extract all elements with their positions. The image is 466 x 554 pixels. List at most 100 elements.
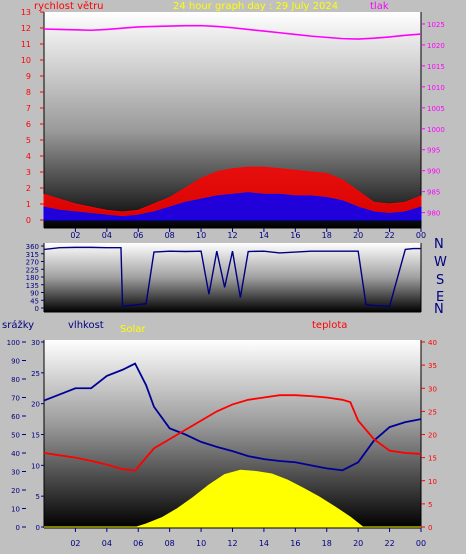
rain-label: srážky — [2, 320, 35, 331]
bottom-x-tick-label: 02 — [70, 539, 80, 548]
wind-y-tick-label: 5 — [26, 136, 31, 145]
wind-x-tick-label: 16 — [290, 231, 300, 240]
wind-y-tick-label: 3 — [26, 168, 31, 177]
rain-y-tick-label: 80 — [11, 376, 20, 384]
bottom-x-tick-label: 12 — [227, 539, 237, 548]
wind-y-tick-label: 7 — [26, 104, 31, 113]
rain-y-tick-label: 70 — [11, 395, 20, 403]
temperature-y-tick-label: 35 — [428, 362, 437, 370]
chart-title: 24 hour graph day : 29 July 2024 — [173, 1, 339, 12]
pressure-y-tick-label: 990 — [427, 168, 440, 176]
direction-y-tick-label: 180 — [26, 274, 39, 282]
direction-y-tick-label: 270 — [26, 259, 39, 267]
direction-y-tick-label: 45 — [30, 297, 39, 305]
rain-y-tick-label: 50 — [11, 432, 20, 440]
temperature-y-tick-label: 0 — [428, 524, 432, 532]
pressure-y-tick-label: 1005 — [427, 105, 445, 113]
rain-y-tick-label: 60 — [11, 413, 20, 421]
compass-w: W — [434, 255, 447, 270]
wind-x-tick-label: 04 — [102, 231, 112, 240]
bottom-x-tick-label: 10 — [196, 539, 206, 548]
temperature-y-tick-label: 20 — [428, 432, 437, 440]
rain-y-tick-label: 10 — [11, 506, 20, 514]
direction-y-tick-label: 225 — [26, 266, 39, 274]
rain-y-tick-label: 90 — [11, 358, 20, 366]
wind-x-tick-label: 02 — [70, 231, 80, 240]
temperature-y-tick-label: 40 — [428, 339, 437, 347]
temperature-y-tick-label: 30 — [428, 385, 437, 393]
wind-x-tick-label: 10 — [196, 231, 206, 240]
compass-s: S — [436, 273, 445, 288]
bottom-x-tick-label: 00 — [416, 539, 426, 548]
temperature-label: teplota — [312, 320, 348, 331]
wind-y-tick-label: 0 — [26, 216, 31, 225]
wind-x-tick-label: 14 — [259, 231, 269, 240]
bottom-x-tick-label: 20 — [353, 539, 363, 548]
humidity-y-tick-label: 20 — [31, 401, 40, 409]
solar-area — [44, 469, 421, 528]
pressure-y-tick-label: 1025 — [427, 21, 445, 29]
wind-x-tick-label: 06 — [133, 231, 143, 240]
wind-y-tick-label: 12 — [21, 24, 31, 33]
header-right-label: tlak — [370, 1, 389, 12]
wind-x-tick-label: 00 — [416, 231, 426, 240]
compass-n-top: N — [434, 237, 444, 252]
rain-y-tick-label: 20 — [11, 487, 20, 495]
pressure-y-tick-label: 980 — [427, 210, 440, 218]
temperature-y-tick-label: 15 — [428, 455, 437, 463]
wind-direction-line — [43, 246, 421, 308]
pressure-y-tick-label: 995 — [427, 147, 440, 155]
wind-y-tick-label: 1 — [26, 200, 31, 209]
bottom-x-tick-label: 18 — [322, 539, 332, 548]
wind-y-tick-label: 13 — [21, 8, 31, 17]
direction-y-tick-label: 90 — [30, 290, 39, 298]
wind-y-tick-label: 9 — [26, 72, 31, 81]
wind-y-tick-label: 8 — [26, 88, 31, 97]
humidity-y-tick-label: 25 — [31, 370, 40, 378]
wind-x-tick-label: 22 — [384, 231, 394, 240]
bottom-x-tick-label: 04 — [102, 539, 112, 548]
header-left-label: rychlost větru — [34, 1, 104, 12]
wind-y-tick-label: 10 — [21, 56, 31, 65]
humidity-y-tick-label: 5 — [36, 493, 40, 501]
rain-y-tick-label: 40 — [11, 450, 20, 458]
pressure-y-tick-label: 985 — [427, 189, 440, 197]
bottom-x-tick-label: 16 — [290, 539, 300, 548]
rain-y-tick-label: 0 — [16, 524, 20, 532]
temperature-y-tick-label: 10 — [428, 478, 437, 486]
direction-y-tick-label: 360 — [26, 243, 39, 251]
wind-x-tick-label: 20 — [353, 231, 363, 240]
pressure-line — [43, 24, 422, 40]
wind-x-tick-label: 08 — [165, 231, 175, 240]
humidity-y-tick-label: 15 — [31, 432, 40, 440]
wind-y-tick-label: 4 — [26, 152, 31, 161]
humidity-y-tick-label: 10 — [31, 462, 40, 470]
temperature-line — [43, 394, 422, 472]
bottom-x-tick-label: 22 — [384, 539, 394, 548]
bottom-x-tick-label: 14 — [259, 539, 269, 548]
direction-y-tick-label: 0 — [35, 305, 39, 313]
temperature-y-tick-label: 5 — [428, 501, 432, 509]
pressure-y-tick-label: 1015 — [427, 63, 445, 71]
humidity-line — [43, 362, 422, 472]
humidity-y-tick-label: 30 — [31, 339, 40, 347]
humidity-label: vlhkost — [68, 320, 104, 331]
wind-y-tick-label: 11 — [21, 40, 31, 49]
humidity-y-tick-label: 0 — [36, 524, 40, 532]
wind-y-tick-label: 6 — [26, 120, 31, 129]
direction-y-tick-label: 135 — [26, 282, 39, 290]
bottom-x-tick-label: 08 — [165, 539, 175, 548]
pressure-y-tick-label: 1020 — [427, 42, 445, 50]
rain-y-tick-label: 100 — [7, 339, 20, 347]
pressure-y-tick-label: 1000 — [427, 126, 445, 134]
pressure-y-tick-label: 1010 — [427, 84, 445, 92]
temperature-y-tick-label: 25 — [428, 408, 437, 416]
wind-x-tick-label: 18 — [322, 231, 332, 240]
wind-y-tick-label: 2 — [26, 184, 31, 193]
rain-y-tick-label: 30 — [11, 469, 20, 477]
wind-average-area — [43, 192, 422, 221]
compass-n-bottom: N — [434, 302, 444, 317]
compass-e: E — [436, 290, 445, 305]
